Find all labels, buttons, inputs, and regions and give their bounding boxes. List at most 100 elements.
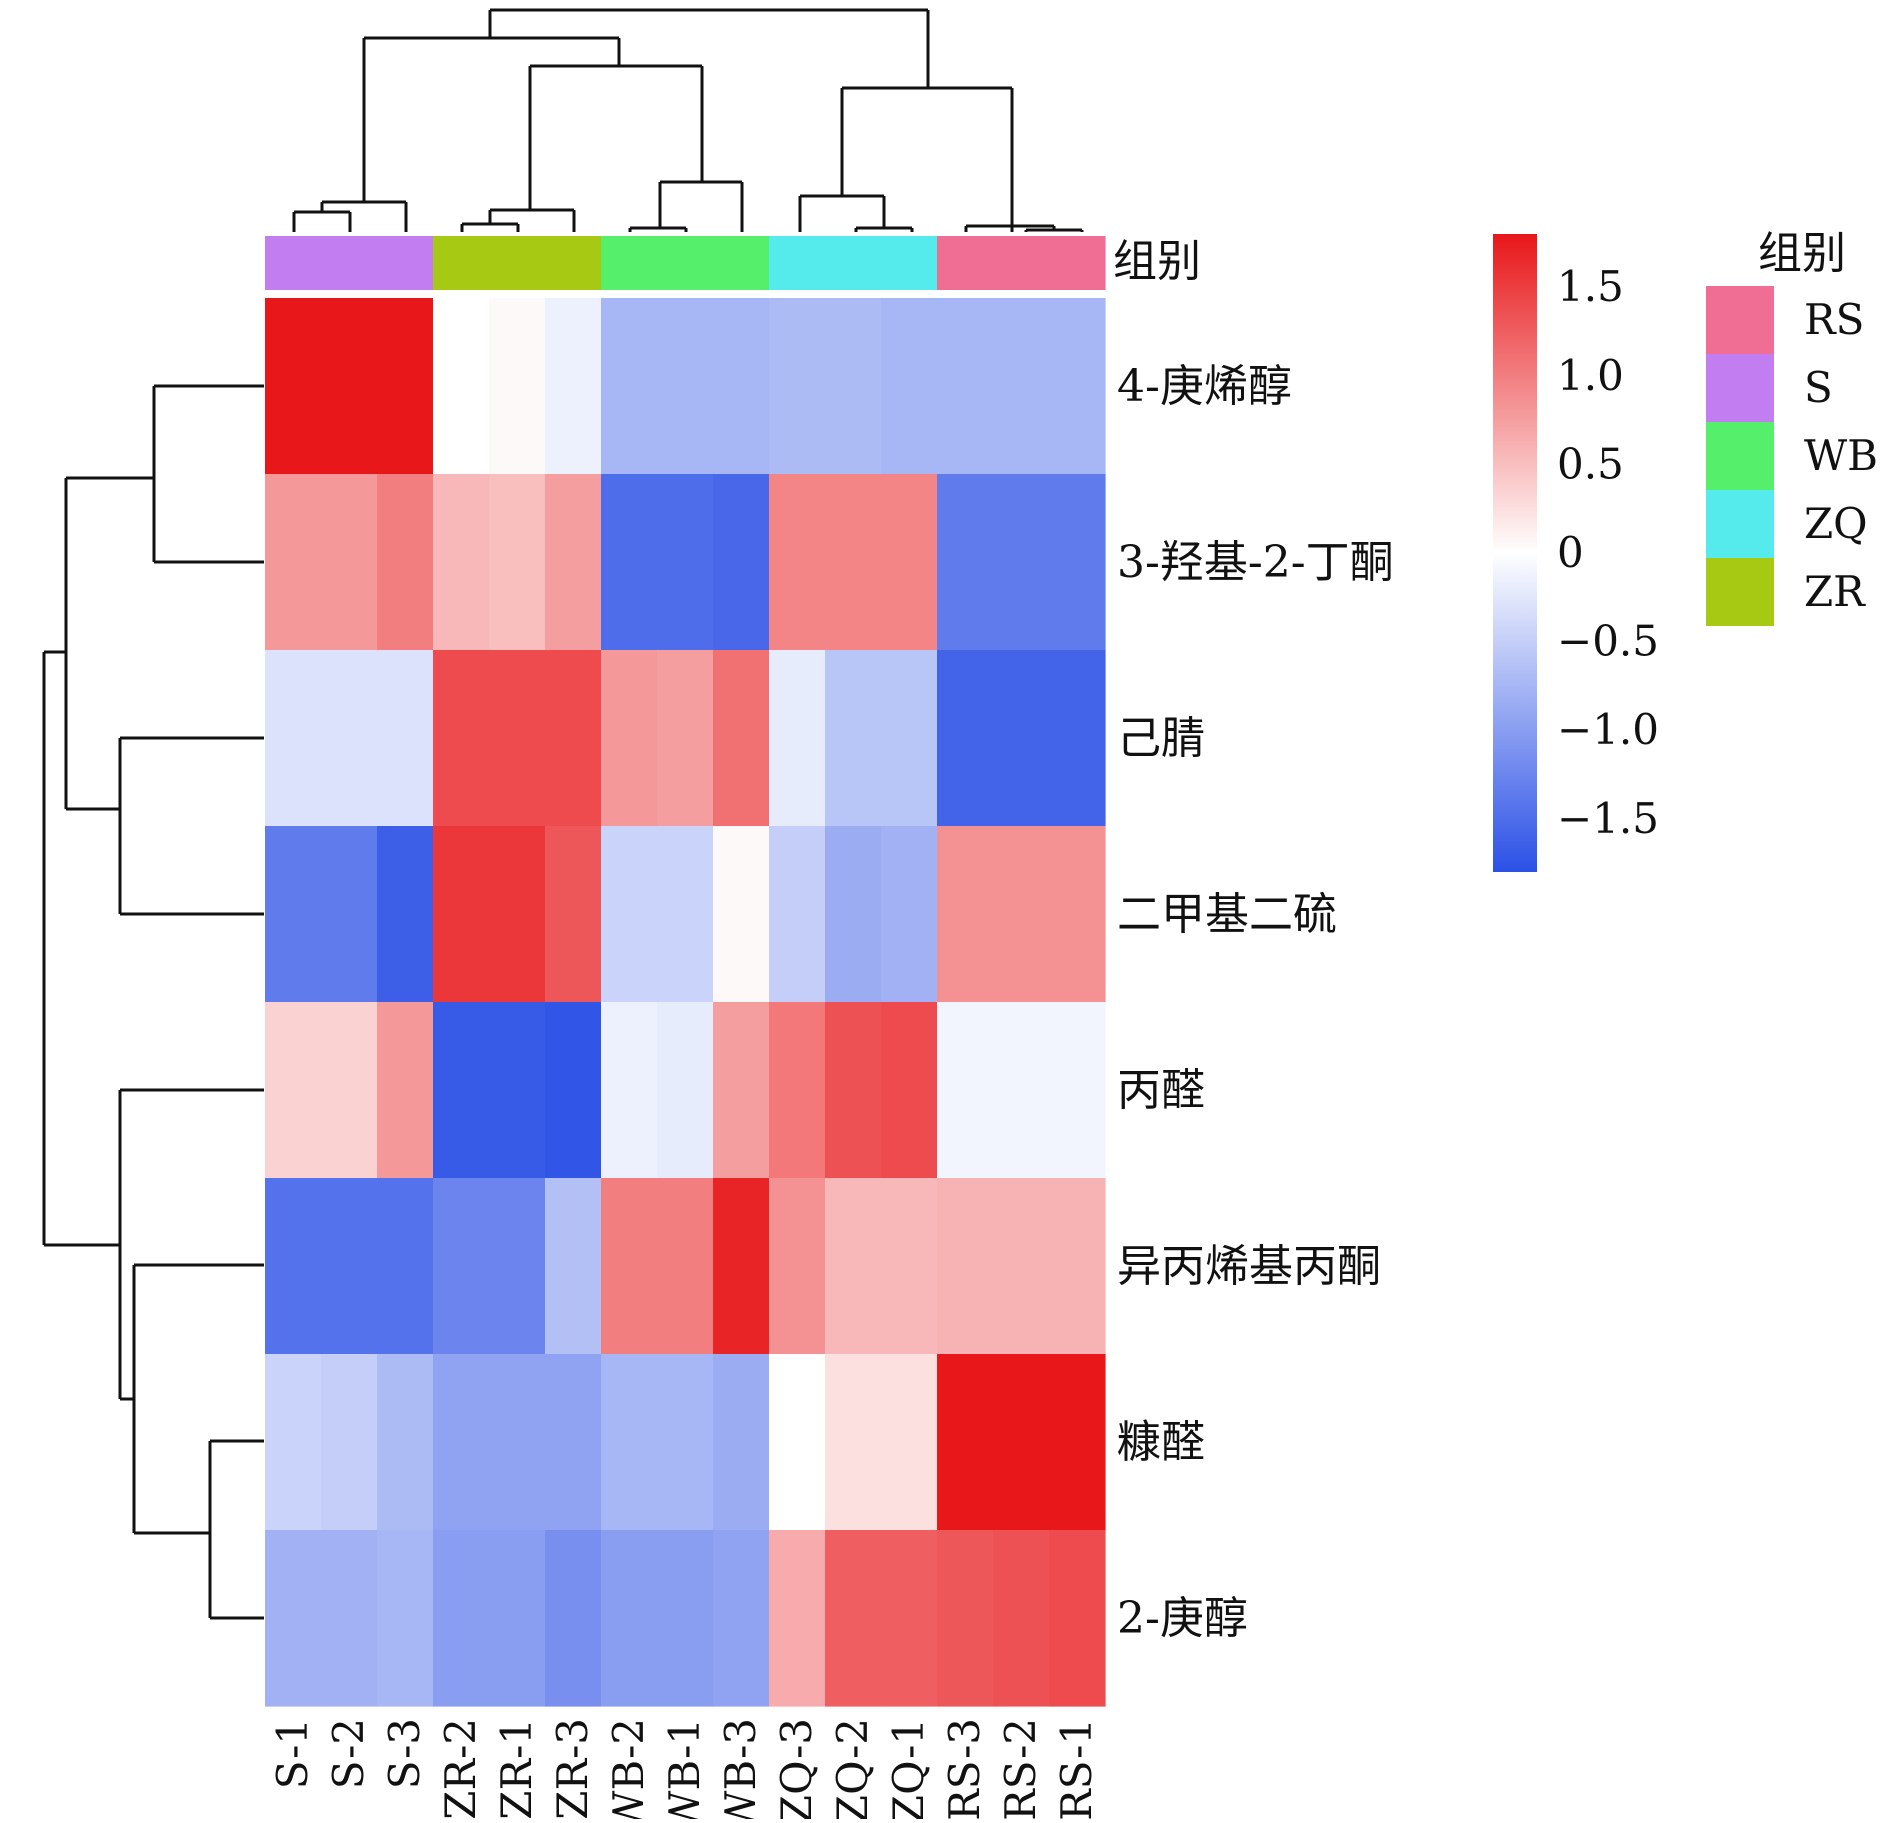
heatmap-cell bbox=[657, 1354, 714, 1531]
column-label: ZR-2 bbox=[436, 1718, 485, 1819]
heatmap-cell bbox=[713, 474, 770, 651]
heatmap-cell bbox=[377, 298, 434, 475]
group-annotation-bar bbox=[265, 236, 1106, 290]
heatmap-cell bbox=[545, 1002, 602, 1179]
heatmap-cell bbox=[993, 474, 1050, 651]
heatmap-cell bbox=[321, 474, 378, 651]
heatmap-cells bbox=[265, 298, 1106, 1707]
group-annotation-cell bbox=[433, 236, 490, 290]
column-label: ZR-3 bbox=[548, 1718, 597, 1819]
heatmap-cell bbox=[993, 298, 1050, 475]
heatmap-cell bbox=[265, 1002, 322, 1179]
heatmap-cell bbox=[601, 1002, 658, 1179]
heatmap-cell bbox=[825, 1530, 882, 1707]
heatmap-cell bbox=[265, 1354, 322, 1531]
heatmap-cell bbox=[937, 1178, 994, 1355]
row-label: 4-庚烯醇 bbox=[1117, 361, 1292, 412]
group-legend: 组别 RS S WB ZQ ZR bbox=[1706, 228, 1878, 626]
heatmap-cell bbox=[265, 1178, 322, 1355]
group-annotation-cell bbox=[321, 236, 378, 290]
group-annotation-cell bbox=[1049, 236, 1106, 290]
heatmap-cell bbox=[937, 826, 994, 1003]
legend-swatch bbox=[1706, 286, 1774, 354]
heatmap-cell bbox=[825, 1178, 882, 1355]
column-label: WB-2 bbox=[604, 1718, 653, 1819]
heatmap-cell bbox=[601, 650, 658, 827]
heatmap-cell bbox=[993, 826, 1050, 1003]
heatmap-cell bbox=[937, 474, 994, 651]
heatmap-cell bbox=[713, 826, 770, 1003]
heatmap-cell bbox=[377, 1354, 434, 1531]
heatmap-cell bbox=[601, 826, 658, 1003]
heatmap-cell bbox=[377, 1002, 434, 1179]
heatmap-cell bbox=[545, 1354, 602, 1531]
heatmap-cell bbox=[993, 1178, 1050, 1355]
heatmap-cell bbox=[1049, 650, 1106, 827]
heatmap-cell bbox=[377, 1530, 434, 1707]
heatmap-cell bbox=[321, 1002, 378, 1179]
column-label: ZQ-1 bbox=[884, 1718, 933, 1819]
color-scale-tick-label: 0.5 bbox=[1557, 439, 1624, 488]
heatmap-cell bbox=[769, 474, 826, 651]
heatmap-cell bbox=[713, 1354, 770, 1531]
heatmap-cell bbox=[1049, 1354, 1106, 1531]
heatmap-cell bbox=[489, 1530, 546, 1707]
heatmap-cell bbox=[769, 1354, 826, 1531]
heatmap-cell bbox=[713, 1178, 770, 1355]
legend-label: RS bbox=[1804, 295, 1864, 344]
column-label: WB-1 bbox=[660, 1718, 709, 1819]
row-dendrogram bbox=[42, 384, 264, 1620]
heatmap-cell bbox=[321, 298, 378, 475]
heatmap-cell bbox=[881, 298, 938, 475]
heatmap-cell bbox=[769, 1002, 826, 1179]
heatmap-cell bbox=[993, 1002, 1050, 1179]
group-annotation-cell bbox=[881, 236, 938, 290]
group-annotation-cell bbox=[993, 236, 1050, 290]
heatmap-cell bbox=[489, 298, 546, 475]
heatmap-cell bbox=[321, 826, 378, 1003]
heatmap-cell bbox=[433, 1178, 490, 1355]
heatmap-cell bbox=[937, 1002, 994, 1179]
heatmap-cell bbox=[769, 650, 826, 827]
annotation-label: 组别 bbox=[1113, 236, 1201, 287]
group-annotation-cell bbox=[713, 236, 770, 290]
color-scale-tick-label: −1.5 bbox=[1557, 794, 1659, 843]
heatmap-cell bbox=[713, 1530, 770, 1707]
heatmap-cell bbox=[937, 1530, 994, 1707]
heatmap-cell bbox=[713, 298, 770, 475]
column-label: RS-2 bbox=[996, 1718, 1045, 1819]
heatmap-cell bbox=[601, 474, 658, 651]
heatmap-cell bbox=[657, 1530, 714, 1707]
heatmap-cell bbox=[657, 1002, 714, 1179]
column-labels: S-1 S-2 S-3 ZR-2 ZR-1 ZR-3 WB-2 WB-1 WB-3 ZQ-3 ZQ-… bbox=[268, 1718, 1101, 1823]
legend-label: WB bbox=[1804, 431, 1878, 480]
column-label: S-1 bbox=[268, 1718, 317, 1789]
heatmap-cell bbox=[545, 826, 602, 1003]
heatmap-cell bbox=[377, 474, 434, 651]
color-scale-bar: −1.5 −1.0 −0.5 0 0.5 1.0 1.5 bbox=[1493, 234, 1659, 872]
heatmap-cell bbox=[825, 474, 882, 651]
heatmap-cell bbox=[713, 1002, 770, 1179]
color-scale-gradient bbox=[1493, 234, 1537, 872]
heatmap-cell bbox=[769, 826, 826, 1003]
heatmap-cell bbox=[321, 1178, 378, 1355]
heatmap-cell bbox=[489, 474, 546, 651]
heatmap-cell bbox=[433, 826, 490, 1003]
heatmap-cell bbox=[377, 650, 434, 827]
heatmap-cell bbox=[377, 1178, 434, 1355]
group-annotation-cell bbox=[545, 236, 602, 290]
heatmap-cell bbox=[881, 1002, 938, 1179]
column-label: S-3 bbox=[380, 1718, 429, 1789]
column-label: ZQ-3 bbox=[772, 1718, 821, 1819]
heatmap-cell bbox=[601, 1354, 658, 1531]
heatmap-cell bbox=[1049, 298, 1106, 475]
heatmap-cell bbox=[321, 1354, 378, 1531]
heatmap-cell bbox=[993, 1530, 1050, 1707]
column-dendrogram-branches bbox=[292, 8, 1084, 232]
heatmap-cell bbox=[489, 1178, 546, 1355]
heatmap-cell bbox=[825, 650, 882, 827]
row-label: 二甲基二硫 bbox=[1117, 889, 1337, 940]
